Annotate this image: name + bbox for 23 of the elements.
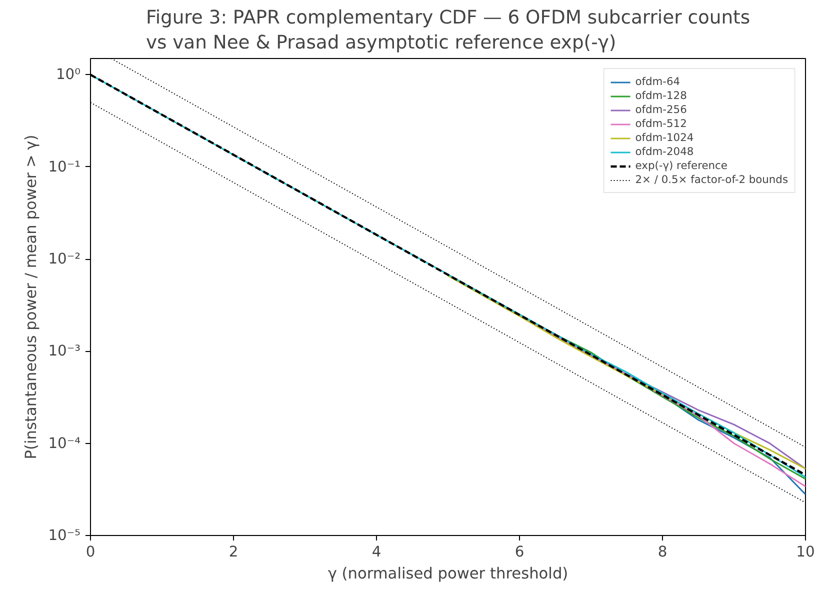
legend-label: ofdm-64 — [635, 75, 680, 88]
legend-label: ofdm-512 — [635, 117, 687, 130]
legend-label: ofdm-256 — [635, 103, 687, 116]
x-tick-label: 4 — [372, 544, 382, 560]
x-tick-label: 10 — [796, 544, 815, 560]
chart-title: Figure 3: PAPR complementary CDF — 6 OFDM subcarrier counts vs van Nee & Prasad asymptotic reference exp(-γ) — [146, 7, 750, 54]
x-tick-label: 8 — [658, 544, 668, 560]
x-axis-title: γ (normalised power threshold) — [328, 564, 568, 582]
y-tick-label: 10⁰ — [56, 66, 81, 84]
legend-label: 2× / 0.5× factor-of-2 bounds — [635, 173, 788, 186]
y-tick-label: 10⁻³ — [48, 342, 81, 360]
legend-label: ofdm-1024 — [635, 131, 694, 144]
y-tick-label: 10⁻⁴ — [48, 434, 81, 452]
y-tick-label: 10⁻⁵ — [48, 527, 81, 544]
legend-label: ofdm-128 — [635, 89, 687, 102]
x-tick-label: 6 — [514, 544, 524, 560]
x-tick-label: 0 — [86, 544, 96, 560]
legend-label: exp(-γ) reference — [635, 159, 728, 172]
y-tick-label: 10⁻¹ — [48, 158, 81, 176]
legend-label: ofdm-2048 — [635, 145, 694, 158]
y-tick-label: 10⁻² — [48, 250, 81, 268]
x-tick-label: 2 — [228, 544, 238, 560]
y-axis-title: P(instantaneous power / mean power > γ) — [22, 134, 40, 460]
